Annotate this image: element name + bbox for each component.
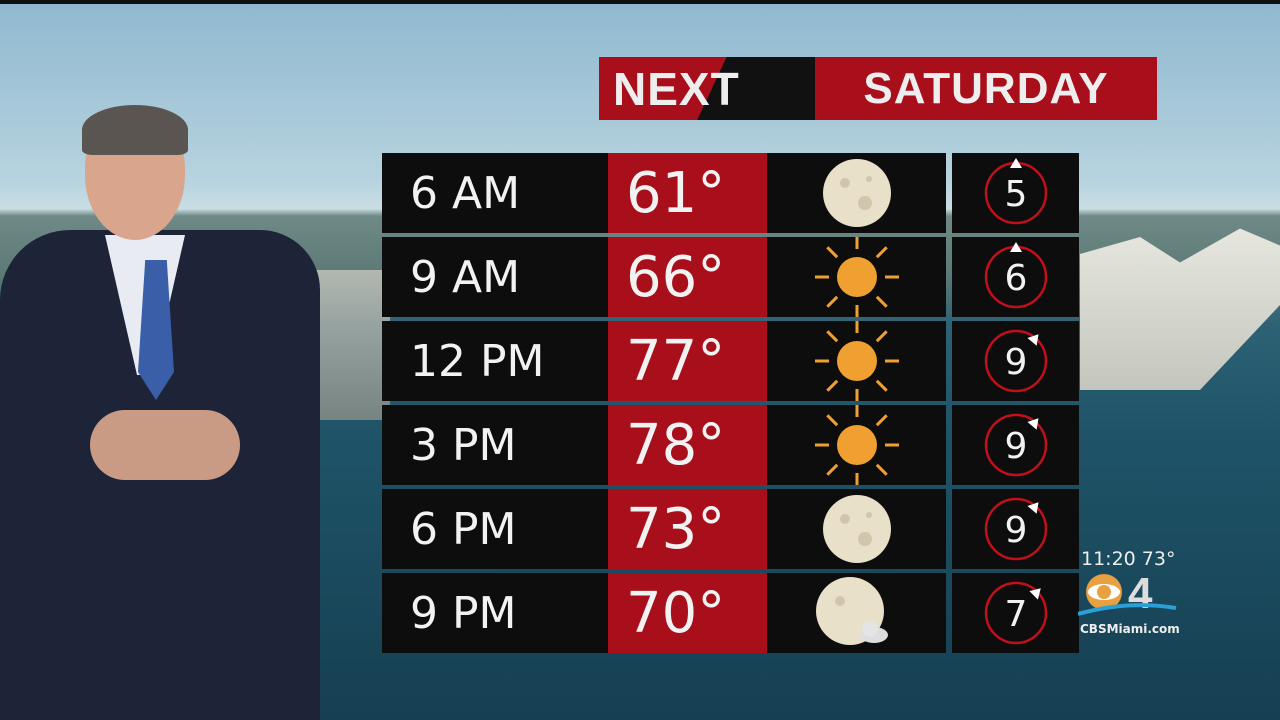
uv-index-cell: 7: [952, 573, 1079, 653]
uv-dial: 9: [984, 497, 1047, 561]
condition-cell: [767, 153, 946, 233]
dial-marker-icon: [1026, 502, 1038, 514]
uv-value: 7: [1004, 594, 1027, 635]
hands: [90, 410, 240, 480]
condition-cell: [767, 489, 946, 569]
sun-icon: [814, 405, 899, 485]
time-label: 9 AM: [382, 237, 608, 317]
uv-dial: 5: [984, 158, 1047, 225]
condition-cell: [767, 237, 946, 317]
temperature: 78°: [608, 405, 767, 485]
uv-dial: 6: [984, 242, 1047, 309]
time-label: 3 PM: [382, 405, 608, 485]
svg-text:4: 4: [1128, 570, 1153, 616]
city-skyline-right: [1080, 228, 1280, 390]
uv-value: 9: [1004, 510, 1027, 551]
time-label: 12 PM: [382, 321, 608, 401]
temperature: 66°: [608, 237, 767, 317]
weather-presenter: [0, 100, 330, 720]
day-title: SATURDAY: [815, 57, 1157, 120]
condition-cell: [767, 573, 946, 653]
hair: [82, 105, 188, 155]
time-label: 9 PM: [382, 573, 608, 653]
uv-index-cell: 9: [952, 489, 1079, 569]
uv-value: 6: [1004, 258, 1027, 299]
dial-marker-icon: [1026, 418, 1038, 430]
dial-marker-icon: [1009, 158, 1022, 168]
uv-dial: 7: [984, 581, 1047, 645]
uv-index-cell: 6: [952, 237, 1079, 317]
time-temp: 11:20 73°: [1081, 548, 1176, 570]
temperature: 70°: [608, 573, 767, 653]
uv-dial: 9: [984, 413, 1047, 477]
uv-value: 5: [1004, 174, 1027, 215]
time-label: 6 AM: [382, 153, 608, 233]
tie: [138, 260, 174, 400]
dial-marker-icon: [1026, 334, 1038, 346]
forecast-row: 9 AM 66° 6: [382, 237, 1079, 317]
uv-dial: 9: [984, 329, 1047, 393]
station-bug: 11:20 73° 4 CBSMiami.com: [1077, 548, 1188, 636]
temperature: 77°: [608, 321, 767, 401]
sun-icon: [814, 321, 899, 401]
uv-index-cell: 9: [952, 321, 1079, 401]
forecast-banner: NEXT SATURDAY: [599, 57, 1157, 120]
uv-value: 9: [1004, 342, 1027, 383]
dial-marker-icon: [1009, 242, 1022, 252]
uv-value: 9: [1004, 426, 1027, 467]
next-logo: NEXT: [599, 57, 815, 120]
sun-icon: [814, 237, 899, 317]
temperature: 73°: [608, 489, 767, 569]
uv-index-cell: 9: [952, 405, 1079, 485]
cbs4-logo: 4: [1077, 569, 1177, 618]
moon-cloud-icon: [815, 577, 888, 645]
condition-cell: [767, 405, 946, 485]
temperature: 61°: [608, 153, 767, 233]
uv-index-cell: 5: [952, 153, 1079, 233]
forecast-row: 3 PM 78° 9: [382, 405, 1079, 485]
dial-marker-icon: [1028, 588, 1041, 600]
time-label: 6 PM: [382, 489, 608, 569]
station-website: CBSMiami.com: [1080, 622, 1180, 636]
top-bar: [0, 0, 1280, 4]
moon-icon: [822, 495, 891, 563]
moon-icon: [822, 159, 891, 227]
condition-cell: [767, 321, 946, 401]
forecast-row: 12 PM 77° 9: [382, 321, 1079, 401]
forecast-row: 9 PM 70° 7: [382, 573, 1079, 653]
forecast-row: 6 PM 73° 9: [382, 489, 1079, 569]
forecast-row: 6 AM 61° 5: [382, 153, 1079, 233]
